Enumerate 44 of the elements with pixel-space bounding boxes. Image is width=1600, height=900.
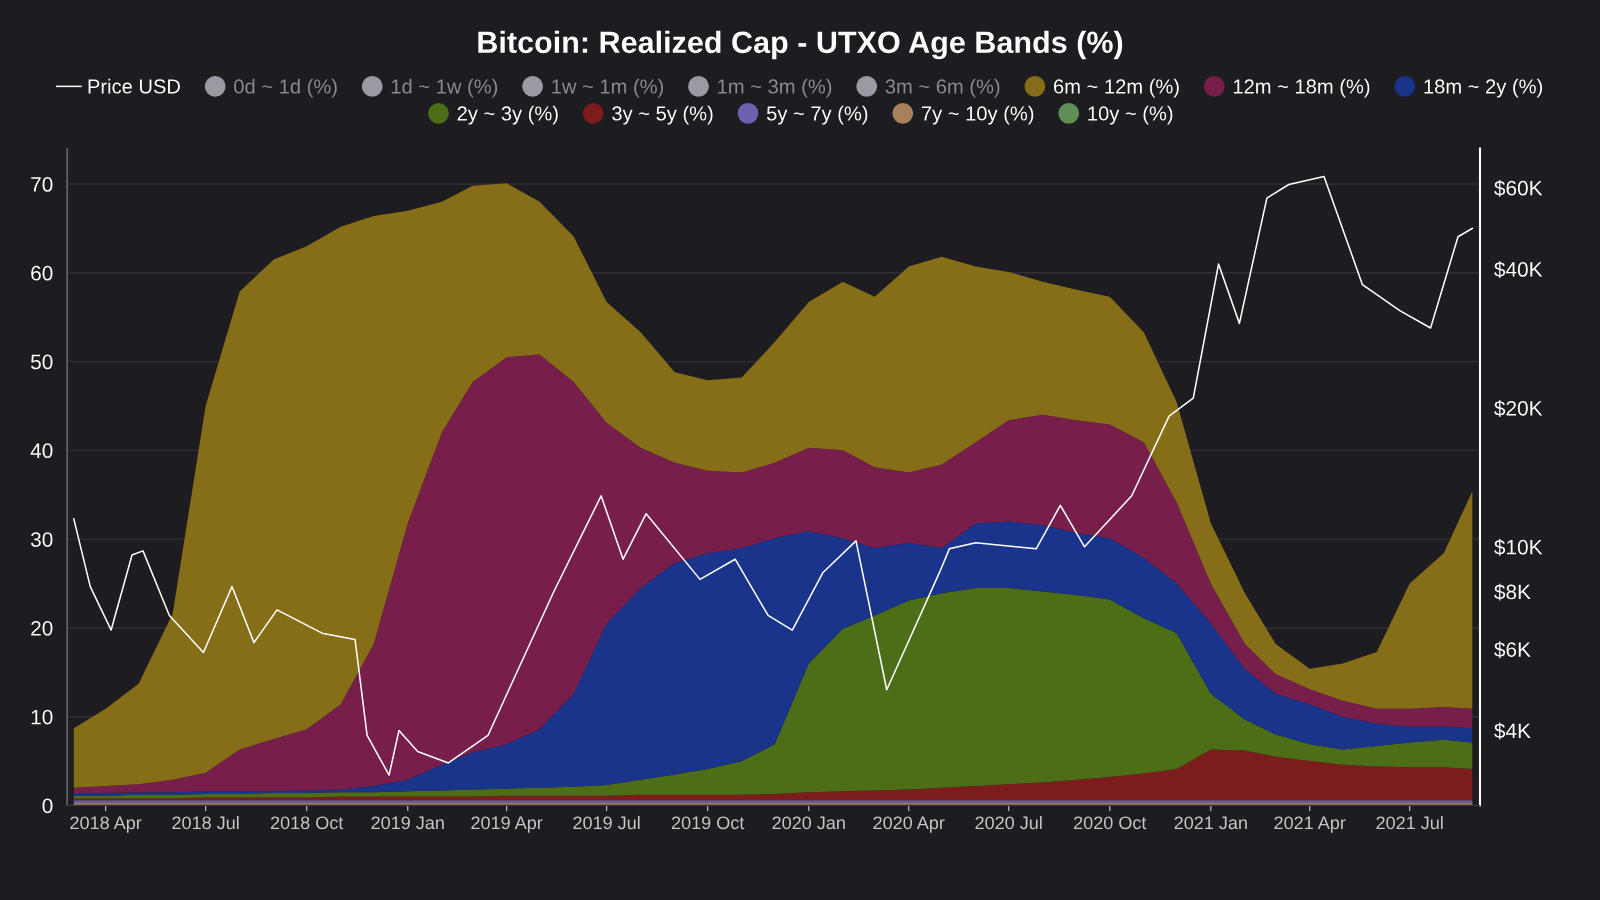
y2-tick-label: $10K [1494,538,1543,556]
x-tick-label: 2018 Oct [270,816,344,830]
y2-tick-label: $6K [1494,641,1531,659]
y2-tick-label: $8K [1494,583,1531,601]
legend-label: 7y ~ 10y (%) [921,105,1034,125]
y2-tick-label: $60K [1494,179,1543,197]
legend-label: 1d ~ 1w (%) [391,78,498,98]
x-tick-label: 2018 Jul [172,815,239,830]
y-tick-label: 40 [30,443,53,459]
y-tick-label: 20 [31,620,53,636]
x-tick-label: 2019 Jul [573,815,640,830]
y-tick-label: 50 [30,354,53,370]
x-tick-label: 2020 Apr [873,816,945,833]
legend-label: 5y ~ 7y (%) [766,105,868,125]
x-tick-label: 2020 Jan [772,816,845,830]
x-tick-label: 2018 Apr [70,816,142,833]
y2-tick-label: $20K [1494,400,1543,417]
chart-title: Bitcoin: Realized Cap - UTXO Age Bands (%) [478,30,1123,60]
y-tick-label: 60 [31,265,53,281]
legend-label: 3m ~ 6m (%) [885,78,1000,98]
y-tick-label: 70 [31,177,53,192]
x-tick-label: 2020 Jul [975,815,1042,830]
x-tick-label: 2021 Jul [1376,815,1443,830]
y-tick-label: 10 [31,709,53,725]
y2-tick-label: $4K [1494,722,1531,740]
legend-label: 0d ~ 1d (%) [234,78,337,98]
legend-label: 2y ~ 3y (%) [457,105,558,125]
legend-label: 12m ~ 18m (%) [1233,78,1370,98]
y-tick-label: 0 [42,798,53,814]
y2-tick-label: $40K [1494,261,1543,279]
legend-label: 6m ~ 12m (%) [1054,78,1179,98]
legend-label: 10y ~ (%) [1088,105,1173,125]
x-tick-label: 2021 Jan [1174,816,1247,830]
x-tick-label: 2021 Apr [1274,816,1346,833]
legend-label: Price USD [88,78,180,94]
x-tick-label: 2019 Jan [371,816,444,830]
legend-label: 3y ~ 5y (%) [612,105,713,125]
x-tick-label: 2020 Oct [1074,816,1147,830]
y-tick-label: 30 [30,532,53,547]
legend-label: 18m ~ 2y (%) [1424,78,1543,98]
legend-label: 1m ~ 3m (%) [718,78,832,98]
legend-label: 1w ~ 1m (%) [552,78,664,98]
x-tick-label: 2019 Oct [671,816,745,830]
x-tick-label: 2019 Apr [471,816,543,833]
